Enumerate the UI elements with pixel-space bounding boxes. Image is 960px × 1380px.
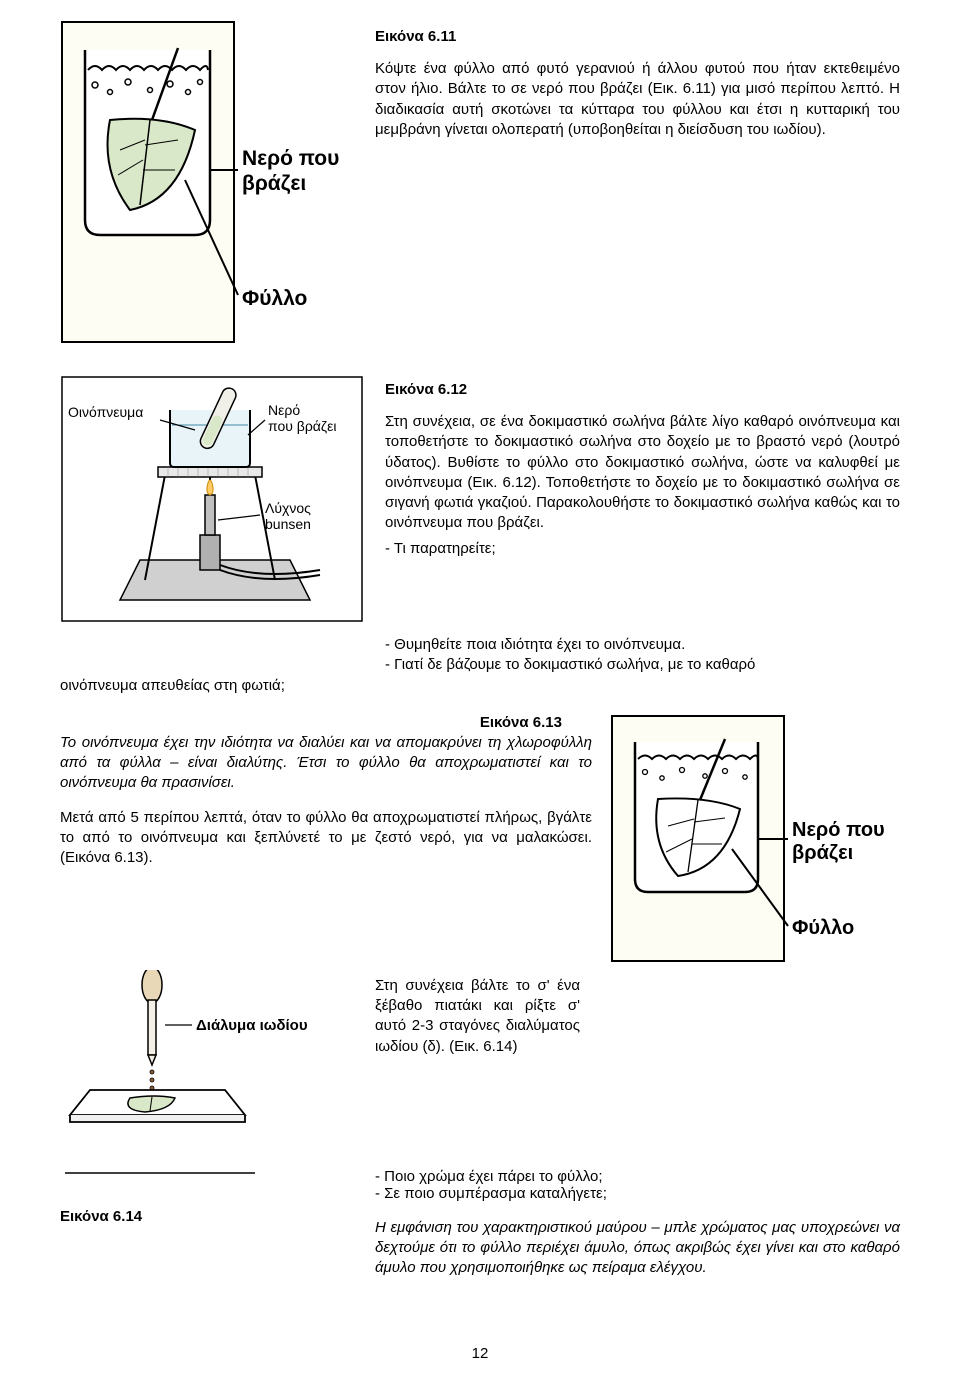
q-why-a: - Γιατί δε βάζουμε το δοκιμαστικό σωλήνα… bbox=[385, 655, 900, 675]
label-leaf-611: Φύλλο bbox=[242, 287, 307, 310]
text-612: Εικόνα 6.12 Στη συνέχεια, σε ένα δοκιμασ… bbox=[385, 375, 900, 625]
section-conclusion: Εικόνα 6.14 - Ποιο χρώμα έχει πάρει το φ… bbox=[60, 1168, 900, 1279]
figure-613: Νερό που βράζει Φύλλο bbox=[610, 714, 900, 964]
label-alcohol: Οινόπνευμα bbox=[68, 404, 143, 420]
text-conclusion: - Ποιο χρώμα έχει πάρει το φύλλο; - Σε π… bbox=[365, 1168, 900, 1279]
q-remember: - Θυμηθείτε ποια ιδιότητα έχει το οινόπν… bbox=[385, 635, 900, 655]
q-conclusion: - Σε ποιο συμπέρασμα καταλήγετε; bbox=[375, 1185, 900, 1202]
section-613: Εικόνα 6.13 Το οινόπνευμα έχει την ιδιότ… bbox=[60, 714, 900, 964]
title-613: Εικόνα 6.13 bbox=[60, 714, 592, 731]
figure-614: Διάλυμα ιωδίου bbox=[60, 970, 365, 1140]
q-why-b: οινόπνευμα απευθείας στη φωτιά; bbox=[60, 676, 900, 696]
label-iodine: Διάλυμα ιωδίου bbox=[196, 1017, 308, 1034]
para-614: Στη συνέχεια βάλτε το σ' ένα ξέβαθο πιατ… bbox=[375, 976, 580, 1057]
label-bunsen: Λύχνος bbox=[265, 500, 311, 516]
section-611: Νερό που βράζει Φύλλο Εικόνα 6.11 Κόψτε … bbox=[60, 20, 900, 345]
svg-text:βράζει: βράζει bbox=[792, 842, 853, 864]
svg-text:bunsen: bunsen bbox=[265, 516, 311, 532]
title-612: Εικόνα 6.12 bbox=[385, 381, 900, 398]
q-observe: - Τι παρατηρείτε; bbox=[385, 540, 900, 557]
para-611: Κόψτε ένα φύλλο από φυτό γερανιού ή άλλο… bbox=[375, 59, 900, 140]
para-613a: Το οινόπνευμα έχει την ιδιότητα να διαλύ… bbox=[60, 733, 592, 794]
label-water-613: Νερό που bbox=[792, 819, 885, 841]
label-leaf-613: Φύλλο bbox=[792, 917, 854, 939]
figure-612: Οινόπνευμα Νερό που βράζει Λύχνος bunsen bbox=[60, 375, 365, 625]
q-color: - Ποιο χρώμα έχει πάρει το φύλλο; bbox=[375, 1168, 900, 1185]
figure-611: Νερό που βράζει Φύλλο bbox=[60, 20, 350, 345]
svg-text:βράζει: βράζει bbox=[242, 172, 306, 195]
para-conclusion: Η εμφάνιση του χαρακτηριστικού μαύρου – … bbox=[375, 1218, 900, 1279]
title-611: Εικόνα 6.11 bbox=[375, 28, 900, 45]
text-611: Εικόνα 6.11 Κόψτε ένα φύλλο από φυτό γερ… bbox=[375, 20, 900, 345]
label-water-611: Νερό που bbox=[242, 147, 339, 170]
section-612b: - Θυμηθείτε ποια ιδιότητα έχει το οινόπν… bbox=[60, 635, 900, 696]
label-water-612: Νερό bbox=[268, 402, 300, 418]
text-614: Στη συνέχεια βάλτε το σ' ένα ξέβαθο πιατ… bbox=[365, 970, 580, 1140]
text-613: Εικόνα 6.13 Το οινόπνευμα έχει την ιδιότ… bbox=[60, 714, 610, 964]
para-612: Στη συνέχεια, σε ένα δοκιμαστικό σωλήνα … bbox=[385, 412, 900, 534]
page-number: 12 bbox=[0, 1345, 960, 1362]
para-613b: Μετά από 5 περίπου λεπτά, όταν το φύλλο … bbox=[60, 808, 592, 869]
caption-614-wrap: Εικόνα 6.14 bbox=[60, 1168, 365, 1279]
caption-614: Εικόνα 6.14 bbox=[60, 1208, 365, 1225]
section-612: Οινόπνευμα Νερό που βράζει Λύχνος bunsen… bbox=[60, 375, 900, 625]
svg-text:που βράζει: που βράζει bbox=[268, 418, 336, 434]
section-614: Διάλυμα ιωδίου Στη συνέχεια βάλτε το σ' … bbox=[60, 970, 900, 1140]
